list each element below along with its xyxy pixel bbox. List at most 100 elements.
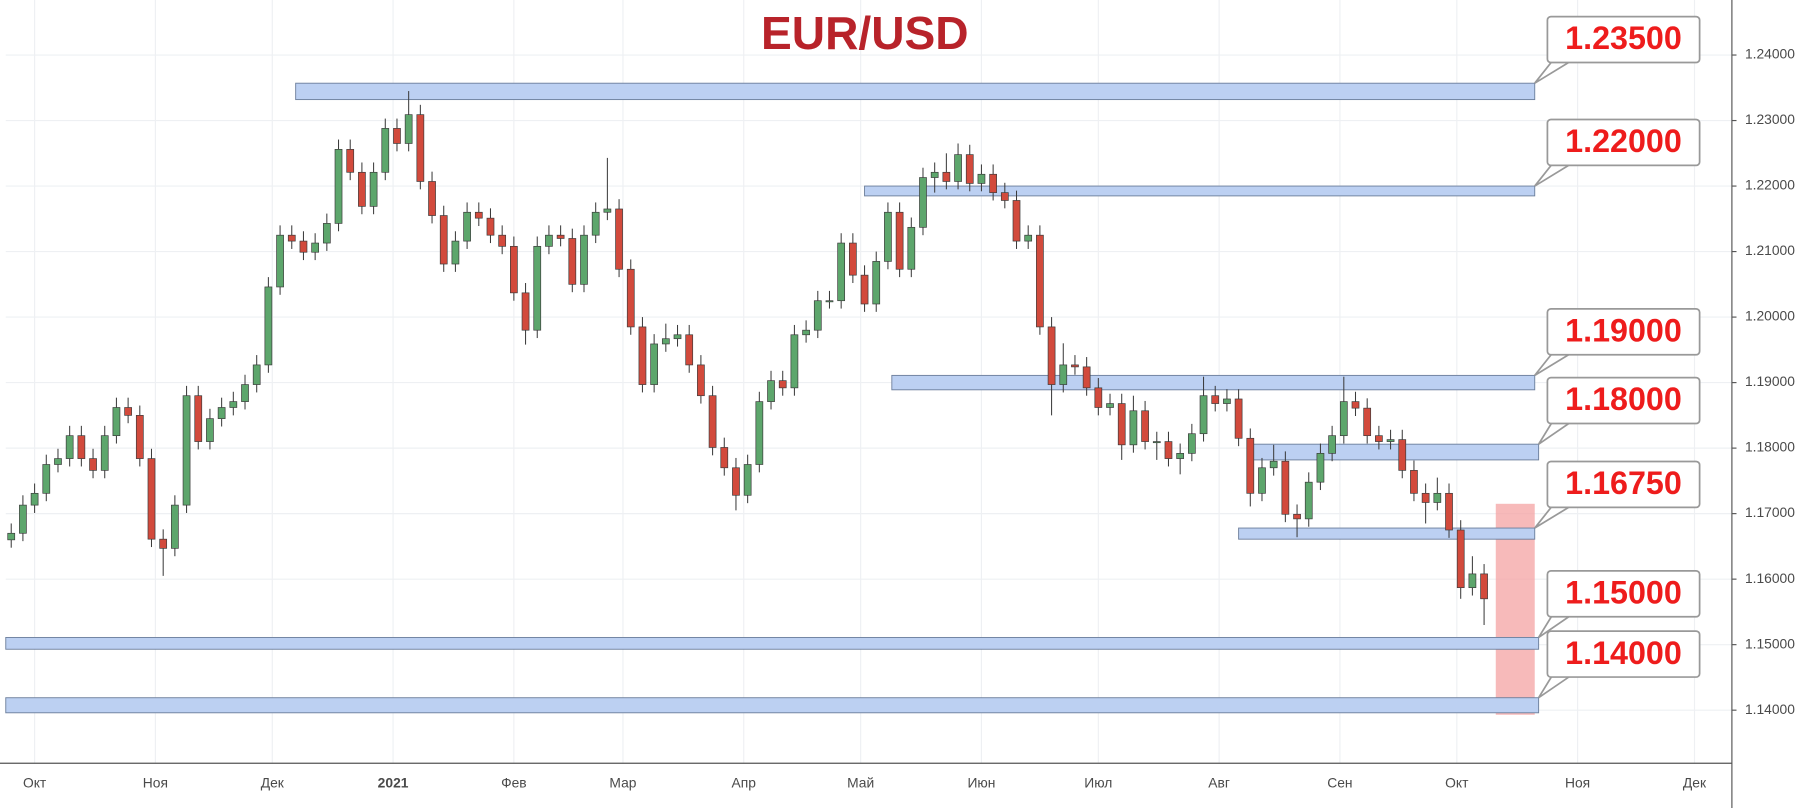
candle-body (685, 334, 694, 366)
candles (7, 91, 1488, 626)
candle-body (1047, 326, 1056, 385)
candle-body (591, 211, 600, 236)
x-tick-label: Июл (1084, 776, 1112, 791)
candle-body (603, 208, 612, 213)
candle-body (77, 435, 86, 459)
candle-body (428, 181, 436, 216)
x-tick-label: Июн (967, 776, 995, 791)
candle-body (778, 380, 787, 389)
candle-body (381, 128, 390, 173)
candle-body (1269, 460, 1278, 469)
candle-body (919, 177, 927, 228)
candle-body (334, 149, 343, 224)
candle-body (825, 300, 834, 303)
candle-body (451, 240, 460, 265)
candle-body (697, 364, 705, 397)
candle-body (545, 234, 553, 247)
candle-body (1433, 492, 1442, 503)
callout-box (1546, 118, 1701, 167)
x-tick-label: Мар (609, 776, 636, 791)
x-tick-label: Апр (732, 776, 757, 791)
level-zone (5, 636, 1540, 650)
level-label: 1.18000 (1565, 381, 1682, 417)
candle-body (287, 234, 296, 242)
callout-box (1546, 307, 1701, 356)
level-label: 1.23500 (1565, 20, 1682, 56)
candle-body (556, 234, 565, 239)
candle-body (673, 334, 682, 340)
candle-body (568, 238, 577, 285)
candle-body (89, 458, 97, 471)
candle-body (1445, 492, 1453, 531)
x-tick-label: Авг (1208, 776, 1230, 791)
candle-body (510, 245, 518, 294)
candle-body (1187, 433, 1196, 454)
candle-body (252, 364, 261, 385)
candle-body (358, 171, 366, 207)
candle-body (650, 343, 658, 385)
candle-body (1293, 513, 1301, 520)
level-zone (5, 697, 1540, 714)
x-tick-label: Фев (501, 776, 527, 791)
candle-body (907, 226, 916, 270)
callout-box (1546, 460, 1701, 509)
candle-body (1328, 435, 1336, 454)
candle-body (124, 407, 132, 416)
level-label: 1.22000 (1565, 123, 1682, 159)
candle-body (580, 234, 588, 285)
candle-body (1281, 460, 1290, 515)
candle-body (1304, 481, 1313, 520)
candle-body (1223, 398, 1231, 404)
candle-body (299, 240, 308, 253)
candle-body (849, 242, 857, 276)
level-label: 1.14000 (1565, 635, 1682, 671)
candle-body (930, 171, 939, 178)
candle-body (229, 401, 238, 408)
candle-body (322, 223, 331, 244)
level-zone (1238, 527, 1536, 540)
candle-body (1129, 410, 1138, 446)
candle-body (732, 467, 740, 496)
candle-body (1339, 401, 1348, 437)
y-tick-label: 1.17000 (1745, 505, 1795, 520)
level-zone (295, 82, 1536, 101)
candle-body (241, 384, 249, 402)
candle-body (1398, 439, 1407, 471)
candle-body (439, 215, 448, 265)
callout-box (1546, 630, 1701, 678)
candle-body (463, 211, 471, 242)
candle-body (486, 217, 495, 236)
candle-body (884, 211, 892, 262)
candle-body (615, 208, 623, 270)
x-tick-label: Сен (1327, 776, 1352, 791)
candle-body (404, 114, 413, 144)
candle-body (65, 435, 74, 459)
candle-body (1117, 403, 1126, 446)
candle-body (755, 401, 764, 465)
y-tick-label: 1.23000 (1745, 112, 1795, 127)
candle-body (533, 245, 542, 331)
candle-body (977, 173, 986, 184)
callout-box (1546, 15, 1701, 64)
x-tick-label: Окт (23, 776, 47, 791)
candle-body (1211, 395, 1220, 404)
candle-body (1246, 437, 1255, 494)
callouts: 1.23500 1.22000 1.19000 1.18000 1.16750 1.150… (1534, 15, 1701, 699)
candle-body (1468, 573, 1477, 589)
candle-body (895, 211, 904, 270)
candle-body (1094, 387, 1103, 408)
candle-body (1106, 403, 1114, 408)
candle-body (206, 418, 214, 442)
candle-body (112, 407, 121, 437)
candle-body (1258, 467, 1266, 494)
x-tick-label: Дек (261, 776, 285, 791)
y-tick-label: 1.19000 (1745, 374, 1795, 389)
x-tick-label: Май (847, 776, 874, 791)
candle-body (942, 171, 951, 182)
candle-body (1012, 200, 1021, 242)
x-tick-label: 2021 (378, 776, 409, 791)
candle-body (1036, 234, 1044, 328)
candle-body (1351, 401, 1360, 409)
